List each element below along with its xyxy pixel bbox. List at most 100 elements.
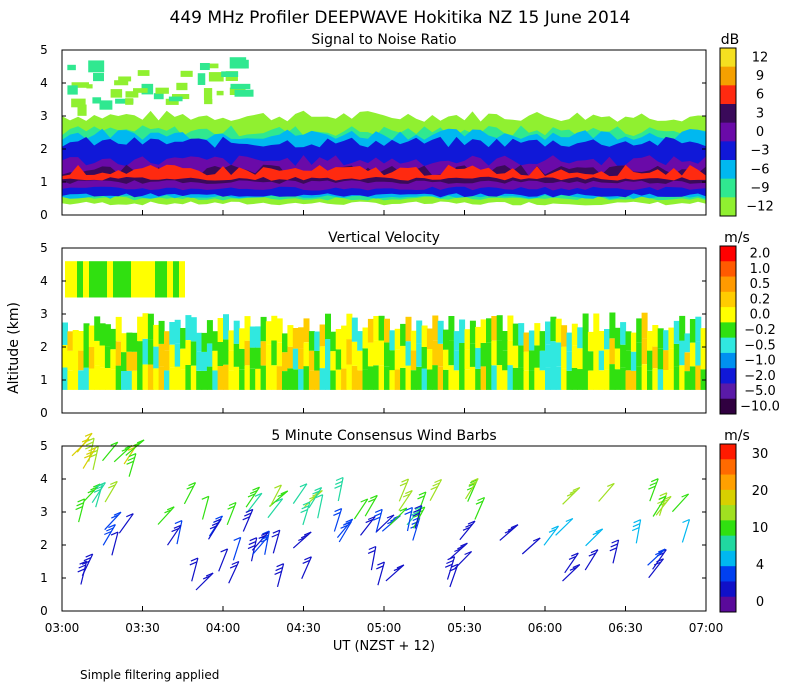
snr-cell: [176, 82, 188, 91]
vv-cell: [292, 369, 299, 390]
vv-cell: [587, 331, 594, 352]
vv-cell: [115, 365, 122, 390]
wind-barb: [218, 548, 229, 572]
vv-cell: [695, 341, 702, 366]
colorbar-label: 3: [756, 106, 764, 121]
vv-cell: [125, 261, 131, 298]
vv-cell: [276, 366, 283, 390]
vv-cell: [496, 365, 503, 390]
vv-cell: [351, 365, 358, 390]
wind-barb: [201, 495, 210, 520]
x-tick-label: 04:00: [206, 621, 241, 635]
wind-barb: [308, 487, 323, 509]
colorbar-swatch: [720, 160, 736, 180]
vv-cell: [545, 344, 551, 368]
vv-cell: [405, 365, 412, 390]
wind-barb: [242, 508, 254, 532]
colorbar-swatch: [720, 276, 736, 293]
vv-cell: [104, 324, 111, 347]
vv-cell: [228, 330, 235, 351]
vv-cell: [62, 322, 68, 345]
vv-cell: [582, 339, 589, 365]
vv-cell: [416, 366, 423, 390]
vv-cell: [319, 346, 326, 369]
vv-cell: [464, 349, 471, 370]
vv-cell: [582, 313, 589, 339]
vv-cell: [330, 331, 337, 352]
vv-cell: [630, 351, 637, 371]
x-tick-label: 07:00: [689, 621, 724, 635]
vv-cell: [663, 350, 670, 370]
vv-cell: [173, 261, 179, 298]
colorbar-label: −9: [750, 181, 769, 196]
vv-cell: [164, 370, 170, 390]
vv-cell: [453, 350, 460, 371]
wind-barb: [110, 531, 119, 556]
vv-cell: [244, 316, 251, 341]
vv-cell: [507, 365, 514, 390]
vv-cell: [367, 318, 374, 343]
wind-barb: [247, 537, 258, 562]
vv-cell: [561, 325, 568, 347]
wind-barb: [631, 519, 642, 544]
vv-cell: [88, 368, 95, 390]
wind-barb: [449, 542, 468, 560]
vv-cell: [298, 369, 305, 390]
colorbar-swatch: [720, 398, 736, 415]
vv-cell: [67, 370, 74, 390]
wind-barb: [404, 506, 413, 532]
wind-barb: [543, 525, 559, 546]
colorbar-label: 10: [752, 521, 769, 536]
vv-cell: [190, 365, 197, 390]
wind-barb: [372, 508, 383, 533]
vv-cell: [491, 316, 498, 341]
vv-cell: [206, 343, 213, 367]
vv-cell: [110, 328, 117, 350]
colorbar-label: 0.0: [750, 308, 771, 323]
colorbar-label: −6: [750, 162, 769, 177]
vv-cell: [598, 331, 605, 351]
vv-cell: [233, 320, 240, 344]
vv-cell: [384, 318, 390, 343]
colorbar-label: −2.0: [744, 369, 776, 384]
y-tick-label: 4: [40, 274, 48, 288]
vv-cell: [700, 348, 707, 370]
vv-cell: [99, 345, 106, 368]
vv-cell: [223, 314, 229, 340]
vv-cell: [65, 261, 71, 298]
snr-cell: [67, 85, 78, 95]
vv-cell: [357, 331, 364, 351]
snr-plot-area: [62, 57, 706, 206]
vv-cell: [426, 369, 433, 390]
vv-cell: [330, 370, 337, 390]
vv-cell: [137, 341, 144, 366]
vv-cell: [614, 369, 621, 390]
snr-cell: [118, 76, 132, 82]
colorbar-label: 4: [756, 558, 764, 573]
vv-cell: [292, 328, 299, 349]
vv-cell: [71, 261, 77, 298]
wind-barb: [292, 531, 312, 549]
wind-barb: [333, 508, 343, 532]
vv-cell: [571, 345, 578, 368]
vv-cell: [469, 343, 476, 367]
vv-cell: [217, 318, 224, 342]
colorbar-swatch: [720, 141, 736, 161]
vv-cell: [378, 365, 385, 390]
y-tick-label: 0: [40, 406, 48, 420]
vv-cell: [228, 370, 235, 390]
vv-cell: [265, 367, 272, 390]
vv-cell: [647, 331, 653, 351]
vv-cell: [67, 350, 74, 371]
vv-cell: [88, 325, 95, 347]
wind-barb: [647, 548, 666, 566]
vv-cell: [303, 342, 310, 367]
vv-cell: [142, 364, 149, 390]
vv-cell: [539, 350, 546, 371]
colorbar-label: −3: [750, 144, 769, 159]
vv-cell: [196, 370, 203, 390]
vv-cell: [255, 326, 262, 348]
vv-cell: [121, 352, 127, 371]
vv-cell: [201, 370, 208, 390]
vv-cell: [153, 346, 160, 369]
